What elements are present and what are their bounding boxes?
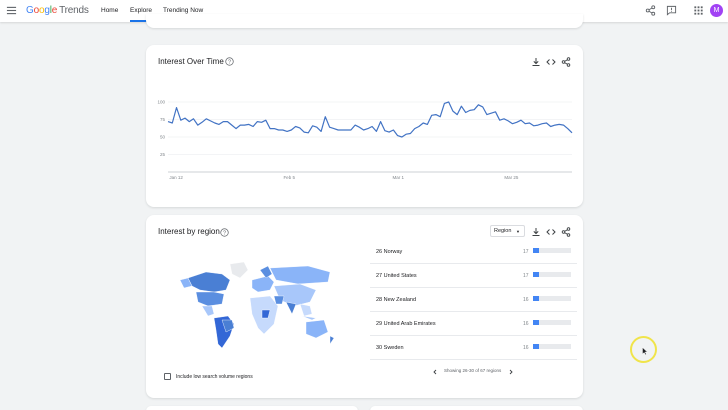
score-bar-track bbox=[533, 272, 571, 277]
share-icon[interactable] bbox=[645, 5, 656, 16]
interest-by-region-title: Interest by region bbox=[158, 227, 220, 236]
score-bar bbox=[533, 296, 540, 301]
region-row[interactable]: 26 Norway 17 bbox=[370, 240, 577, 264]
map-region-indonesia bbox=[301, 315, 317, 321]
series-line[interactable] bbox=[167, 101, 573, 138]
region-row[interactable]: 28 New Zealand 16 bbox=[370, 288, 577, 312]
x-tick-label: Jan 12 bbox=[169, 175, 183, 180]
embed-code-icon[interactable] bbox=[546, 57, 556, 67]
region-select[interactable]: Region ▼ bbox=[490, 225, 525, 237]
paging-text: Showing 26-30 of 67 regions bbox=[444, 368, 502, 373]
share-icon[interactable] bbox=[561, 57, 571, 67]
y-tick-label: 100 bbox=[157, 100, 165, 105]
x-tick-label: Mar 1 bbox=[393, 175, 405, 180]
nav-explore[interactable]: Explore bbox=[130, 7, 153, 22]
menu-icon[interactable] bbox=[6, 5, 17, 16]
embed-code-icon[interactable] bbox=[546, 227, 556, 237]
feedback-icon[interactable] bbox=[666, 5, 677, 16]
low-volume-checkbox-label[interactable]: Include low search volume regions bbox=[176, 374, 253, 380]
share-icon[interactable] bbox=[561, 227, 571, 237]
download-icon[interactable] bbox=[531, 227, 541, 237]
interest-over-time-card bbox=[146, 45, 583, 207]
avatar[interactable]: M bbox=[710, 4, 723, 17]
chevron-left-icon[interactable] bbox=[432, 369, 438, 375]
x-tick-label: Mar 25 bbox=[504, 175, 519, 180]
score-bar-track bbox=[533, 344, 571, 349]
map-region-alaska bbox=[179, 277, 193, 289]
score-bar bbox=[533, 320, 540, 325]
score-bar-track bbox=[533, 296, 571, 301]
map-region-scandinavia bbox=[259, 265, 273, 279]
previous-card bbox=[146, 14, 583, 28]
map-region-europe bbox=[251, 275, 275, 293]
y-tick-label: 50 bbox=[160, 135, 166, 140]
next-card-right bbox=[370, 406, 583, 410]
google-trends-logo[interactable]: Google Trends bbox=[26, 5, 89, 16]
y-tick-label: 75 bbox=[160, 117, 166, 122]
map-region-canada bbox=[187, 271, 231, 293]
map-region-australia bbox=[305, 319, 329, 339]
help-icon[interactable]: ? bbox=[225, 57, 234, 66]
nav-home[interactable]: Home bbox=[101, 7, 119, 14]
region-row[interactable]: 30 Sweden 16 bbox=[370, 336, 577, 360]
nav-trending-now[interactable]: Trending Now bbox=[163, 7, 204, 14]
y-tick-label: 25 bbox=[160, 152, 166, 157]
map-region-usa bbox=[195, 291, 225, 307]
region-row[interactable]: 27 United States 17 bbox=[370, 264, 577, 288]
score-bar bbox=[533, 248, 540, 253]
mouse-pointer-icon bbox=[642, 347, 648, 355]
help-icon[interactable]: ? bbox=[220, 228, 229, 237]
map-region-brazil bbox=[221, 319, 235, 333]
caret-down-icon: ▼ bbox=[516, 229, 520, 234]
svg-text:?: ? bbox=[228, 59, 231, 65]
x-tick-label: Feb 5 bbox=[283, 175, 295, 180]
region-row[interactable]: 29 United Arab Emirates 16 bbox=[370, 312, 577, 336]
map-region-middle-east bbox=[273, 295, 285, 305]
interest-over-time-title: Interest Over Time bbox=[158, 57, 224, 66]
interest-over-time-chart: 100 75 50 25 Jan 12 Feb 5 Mar 1 Mar 25 bbox=[157, 100, 573, 180]
score-bar-track bbox=[533, 248, 571, 253]
score-bar bbox=[533, 272, 540, 277]
next-card-left bbox=[146, 406, 358, 410]
map-region-new-zealand bbox=[329, 335, 335, 345]
chevron-right-icon[interactable] bbox=[508, 369, 514, 375]
map-region-russia bbox=[269, 265, 331, 285]
map-region-india bbox=[285, 301, 297, 315]
low-volume-checkbox[interactable] bbox=[164, 373, 171, 380]
interest-by-region-card bbox=[146, 215, 583, 398]
score-bar-track bbox=[533, 320, 571, 325]
svg-text:?: ? bbox=[223, 230, 226, 236]
cursor-highlight bbox=[630, 336, 657, 363]
download-icon[interactable] bbox=[531, 57, 541, 67]
score-bar bbox=[533, 344, 540, 349]
map-region-east-africa bbox=[261, 309, 271, 319]
map-region-southeast-asia bbox=[299, 303, 313, 317]
map-region-greenland bbox=[229, 261, 249, 279]
world-map[interactable] bbox=[178, 258, 338, 354]
apps-grid-icon[interactable] bbox=[693, 5, 704, 16]
map-region-mexico bbox=[201, 305, 215, 317]
